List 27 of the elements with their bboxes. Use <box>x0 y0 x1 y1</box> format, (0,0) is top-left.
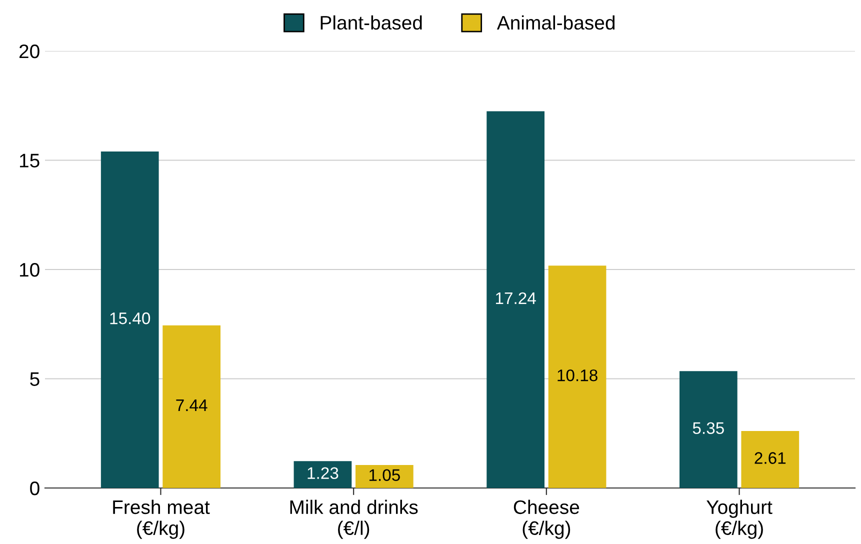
text: 5.35 <box>692 422 724 434</box>
x-tick-label: Fresh meat (€/kg) <box>113 500 210 539</box>
y-tick-label: 5 <box>30 372 40 386</box>
bar <box>680 371 738 488</box>
text: 10.18 <box>558 369 598 382</box>
bar <box>294 461 352 488</box>
bar <box>548 266 606 488</box>
text: 2.61 <box>754 452 786 464</box>
bar <box>486 111 544 488</box>
text: 17.24 <box>496 292 536 304</box>
x-tick-label: Yoghurt (€/kg) <box>706 500 772 539</box>
text: 7.44 <box>176 400 208 412</box>
text: 1.05 <box>369 469 400 482</box>
y-tick-label: 10 <box>20 262 40 277</box>
legend-label: Plant-based <box>320 15 422 30</box>
x-tick-label: Milk and drinks (€/l) <box>290 500 418 539</box>
text: 1.23 <box>308 467 338 480</box>
legend-label: Animal-based <box>496 15 615 30</box>
bar <box>356 465 414 488</box>
bar <box>162 325 220 488</box>
text: 15.40 <box>110 312 150 324</box>
y-tick-label: 20 <box>19 44 40 58</box>
x-tick-label: Cheese (€/kg) <box>514 500 580 539</box>
y-tick-label: 0 <box>30 481 40 496</box>
bar <box>100 152 159 488</box>
y-tick-label: 15 <box>20 154 40 168</box>
bar <box>741 430 800 488</box>
